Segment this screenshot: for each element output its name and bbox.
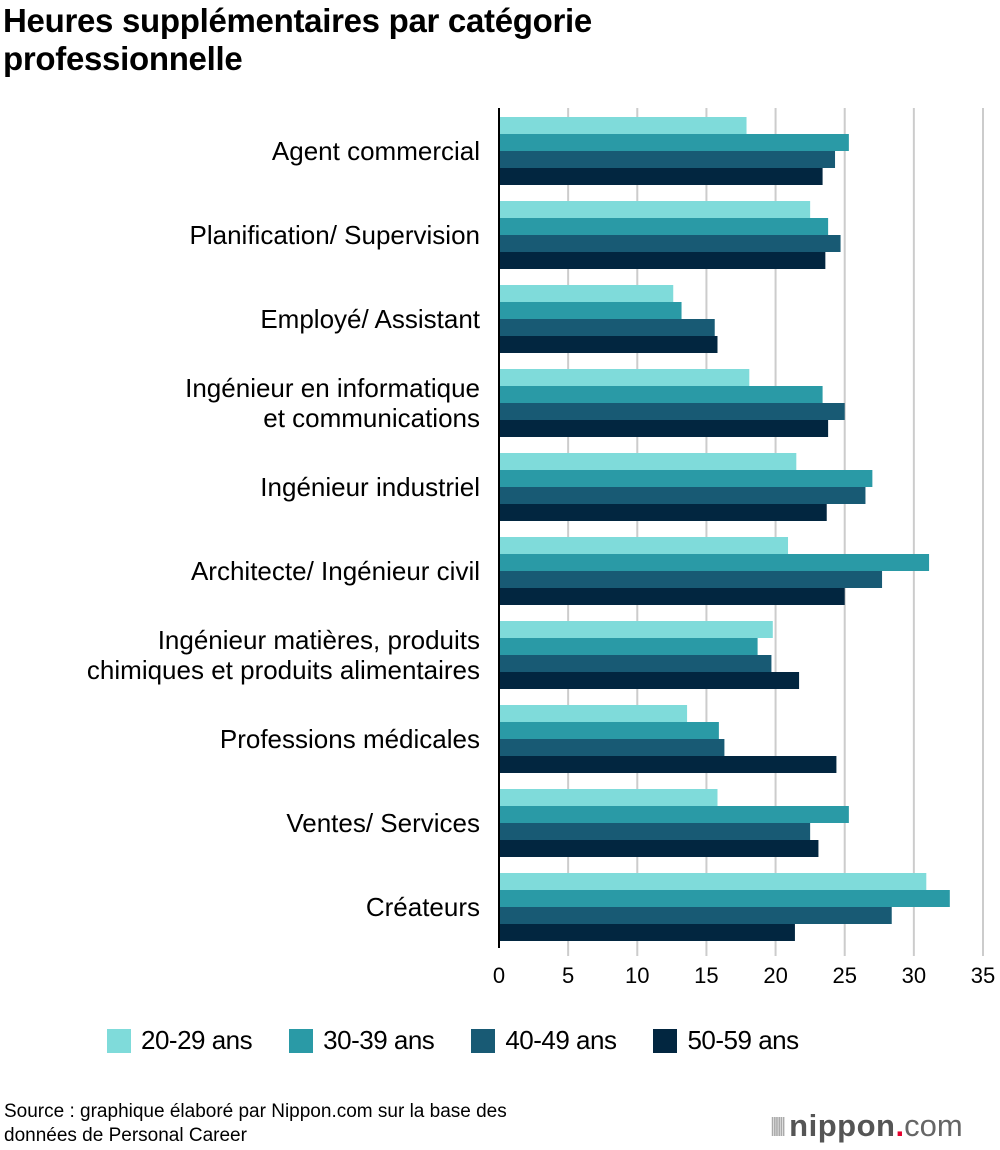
bar-50-59-ans-2: [499, 336, 718, 353]
category-label: Créateurs: [366, 892, 480, 922]
category-label: Ingénieur matières, produits: [158, 625, 480, 655]
legend: 20-29 ans 30-39 ans 40-49 ans 50-59 ans: [107, 1025, 836, 1056]
bar-50-59-ans-6: [499, 672, 800, 689]
bar-30-39-ans-3: [499, 386, 823, 403]
chart-title-line-1: Heures supplémentaires par catégorie: [3, 2, 592, 39]
x-tick-label: 20: [763, 963, 787, 988]
category-label: Ventes/ Services: [286, 808, 480, 838]
legend-item-20-29: 20-29 ans: [107, 1025, 253, 1056]
bar-20-29-ans-0: [499, 117, 747, 134]
legend-label-40-49: 40-49 ans: [505, 1025, 617, 1055]
legend-swatch-20-29: [107, 1028, 131, 1053]
bar-30-39-ans-2: [499, 302, 682, 319]
category-labels: Agent commercial Planification/ Supervisi…: [87, 136, 481, 922]
legend-swatch-30-39: [289, 1028, 314, 1053]
category-label: Employé/ Assistant: [260, 304, 480, 334]
bar-50-59-ans-5: [499, 588, 845, 605]
category-label: Ingénieur en informatique: [185, 373, 480, 403]
logo-dot: .: [895, 1108, 905, 1143]
category-label: Professions médicales: [220, 724, 480, 754]
chart-title-line-2: professionnelle: [3, 40, 243, 77]
x-tick-label: 15: [694, 963, 718, 988]
bar-20-29-ans-2: [499, 285, 674, 302]
bar-30-39-ans-4: [499, 470, 873, 487]
bar-20-29-ans-7: [499, 705, 688, 722]
bar-20-29-ans-3: [499, 369, 750, 386]
bar-30-39-ans-5: [499, 554, 930, 571]
bar-50-59-ans-7: [499, 756, 837, 773]
bar-20-29-ans-1: [499, 201, 811, 218]
category-label: Planification/ Supervision: [190, 220, 481, 250]
bar-30-39-ans-6: [499, 638, 758, 655]
source-line-1: Source : graphique élaboré par Nippon.co…: [4, 1101, 507, 1122]
bars: [499, 117, 950, 941]
bar-30-39-ans-1: [499, 218, 829, 235]
bar-50-59-ans-3: [499, 420, 829, 437]
x-tick-label: 10: [625, 963, 649, 988]
bar-20-29-ans-8: [499, 789, 718, 806]
bar-50-59-ans-0: [499, 168, 823, 185]
bar-40-49-ans-1: [499, 235, 841, 252]
category-label: Agent commercial: [272, 136, 480, 166]
x-tick-label: 30: [902, 963, 926, 988]
logo-bars-icon: ||||||: [770, 1114, 786, 1137]
bar-30-39-ans-8: [499, 806, 849, 823]
bar-chart: Agent commercial Planification/ Supervisi…: [87, 108, 995, 988]
source-line-2: données de Personal Career: [4, 1125, 247, 1146]
legend-swatch-40-49: [471, 1028, 496, 1053]
category-label: Ingénieur industriel: [260, 472, 480, 502]
bar-50-59-ans-8: [499, 840, 819, 857]
x-tick-label: 25: [832, 963, 856, 988]
bar-20-29-ans-4: [499, 453, 797, 470]
logo-com: com: [904, 1108, 963, 1143]
category-label: chimiques et produits alimentaires: [87, 655, 480, 685]
bar-40-49-ans-3: [499, 403, 845, 420]
x-tick-label: 5: [562, 963, 574, 988]
bar-40-49-ans-7: [499, 739, 725, 756]
legend-item-40-49: 40-49 ans: [471, 1025, 617, 1056]
bar-50-59-ans-9: [499, 924, 795, 941]
bar-20-29-ans-9: [499, 873, 927, 890]
bar-20-29-ans-5: [499, 537, 789, 554]
bar-40-49-ans-4: [499, 487, 866, 504]
x-tick-label: 0: [493, 963, 505, 988]
bar-40-49-ans-6: [499, 655, 772, 672]
source-note: Source : graphique élaboré par Nippon.co…: [4, 1100, 704, 1148]
bar-40-49-ans-8: [499, 823, 811, 840]
bar-30-39-ans-9: [499, 890, 950, 907]
legend-item-30-39: 30-39 ans: [289, 1025, 435, 1056]
legend-label-50-59: 50-59 ans: [687, 1025, 799, 1055]
legend-item-50-59: 50-59 ans: [653, 1025, 799, 1056]
bar-20-29-ans-6: [499, 621, 773, 638]
bar-30-39-ans-0: [499, 134, 849, 151]
nippon-logo: |||||| nippon . com: [770, 1108, 963, 1144]
legend-label-20-29: 20-29 ans: [141, 1025, 253, 1055]
chart-title: Heures supplémentaires par catégorie pro…: [3, 2, 592, 78]
bar-50-59-ans-4: [499, 504, 827, 521]
x-tick-label: 35: [971, 963, 995, 988]
bar-40-49-ans-2: [499, 319, 715, 336]
logo-name: nippon: [789, 1108, 896, 1143]
category-label: et communications: [263, 403, 480, 433]
bar-30-39-ans-7: [499, 722, 719, 739]
x-tick-labels: 0 5 10 15 20 25 30 35: [493, 963, 995, 988]
bar-40-49-ans-9: [499, 907, 892, 924]
category-label: Architecte/ Ingénieur civil: [191, 556, 480, 586]
bar-40-49-ans-5: [499, 571, 883, 588]
bar-50-59-ans-1: [499, 252, 826, 269]
bar-40-49-ans-0: [499, 151, 836, 168]
legend-label-30-39: 30-39 ans: [323, 1025, 435, 1055]
legend-swatch-50-59: [653, 1028, 678, 1053]
